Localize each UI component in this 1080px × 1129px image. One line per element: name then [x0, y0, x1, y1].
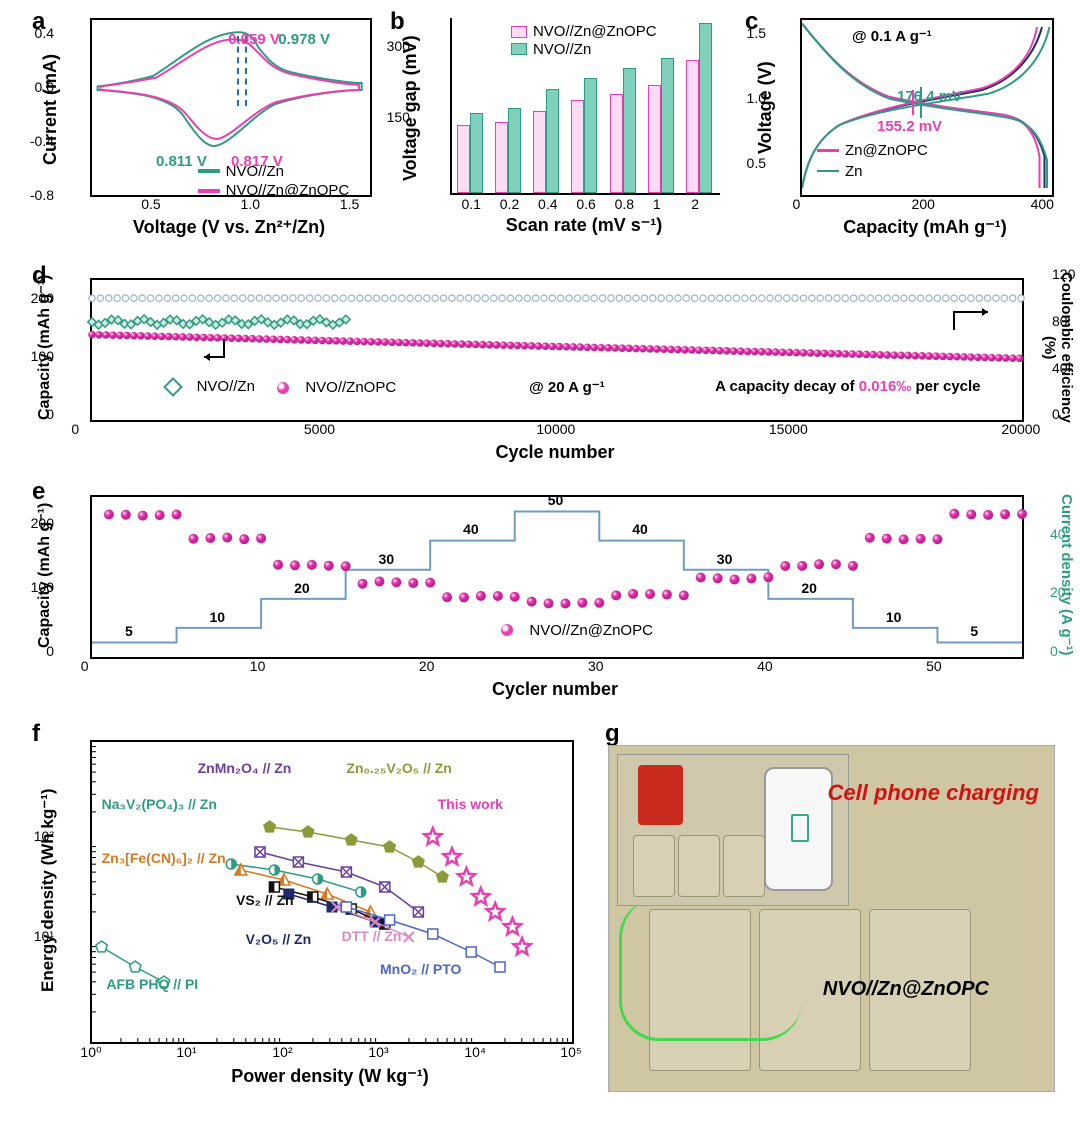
condition-c: @ 0.1 A g⁻¹	[852, 27, 932, 45]
plot-b: NVO//Zn@ZnOPC NVO//Zn	[450, 18, 720, 195]
legend-label: NVO//Zn@ZnOPC	[529, 622, 653, 639]
panel-a: 0.959 V0.978 V0.811 V0.817 V NVO//Zn NVO…	[90, 18, 368, 218]
legend-label: NVO//Zn	[226, 163, 284, 180]
legend-b-zn: NVO//Zn	[511, 41, 591, 58]
ylabel-a: Current (mA)	[40, 40, 61, 180]
panel-b: NVO//Zn@ZnOPC NVO//Zn Voltage gap (mV) S…	[450, 18, 718, 218]
legend-label: NVO//Zn@ZnOPC	[533, 23, 657, 40]
legend-a-znopc: NVO//Zn@ZnOPC	[198, 182, 350, 199]
legend-label: Zn@ZnOPC	[845, 142, 928, 159]
plot-e: NVO//Zn@ZnOPC 51020304050403020105	[90, 495, 1024, 659]
xlabel-b: Scan rate (mV s⁻¹)	[450, 215, 718, 236]
xlabel-a: Voltage (V vs. Zn²⁺/Zn)	[90, 217, 368, 238]
panel-letter-f: f	[32, 720, 40, 748]
xlabel-c: Capacity (mAh g⁻¹)	[800, 217, 1050, 238]
legend-c-znopc: Zn@ZnOPC	[817, 142, 928, 159]
condition-d: @ 20 A g⁻¹	[529, 378, 605, 396]
panel-e: NVO//Zn@ZnOPC 51020304050403020105 Capac…	[90, 495, 1020, 685]
legend-e: NVO//Zn@ZnOPC	[501, 622, 653, 639]
legend-a-zn: NVO//Zn	[198, 163, 284, 180]
legend-d-znopc: NVO//ZnOPC	[277, 379, 396, 396]
legend-c-zn: Zn	[817, 163, 863, 180]
caption-red: Cell phone charging	[828, 781, 1039, 805]
ylabel-e-right: Current density (A g⁻¹)	[1057, 485, 1075, 665]
decay-suffix: per cycle	[911, 378, 980, 395]
xlabel-f: Power density (W kg⁻¹)	[90, 1066, 570, 1087]
ylabel-c: Voltage (V)	[755, 48, 776, 168]
plot-f: ZnMn₂O₄ // ZnZn₀.₂₅V₂O₅ // ZnNa₃V₂(PO₄)₃…	[90, 740, 574, 1044]
legend-d-zn: NVO//Zn	[166, 378, 255, 395]
panel-c: @ 0.1 A g⁻¹ 176.4 mV155.2 mV Zn@ZnOPC Zn…	[800, 18, 1050, 218]
panel-d: NVO//Zn NVO//ZnOPC @ 20 A g⁻¹ A capacity…	[90, 278, 1020, 448]
legend-label: NVO//Zn	[533, 41, 591, 58]
legend-label: NVO//ZnOPC	[305, 379, 396, 396]
xlabel-d: Cycle number	[90, 442, 1020, 463]
ylabel-f: Energy density (Wh kg⁻¹)	[38, 770, 58, 1010]
legend-b-znopc: NVO//Zn@ZnOPC	[511, 23, 657, 40]
plot-a: 0.959 V0.978 V0.811 V0.817 V NVO//Zn NVO…	[90, 18, 372, 197]
decay-value: 0.016‰	[859, 378, 912, 395]
panel-g-photo: Cell phone charging NVO//Zn@ZnOPC	[608, 745, 1055, 1092]
xlabel-e: Cycler number	[90, 679, 1020, 700]
legend-label: NVO//Zn	[197, 378, 255, 395]
legend-label: Zn	[845, 163, 863, 180]
plot-d: NVO//Zn NVO//ZnOPC @ 20 A g⁻¹ A capacity…	[90, 278, 1024, 422]
caption-black: NVO//Zn@ZnOPC	[823, 978, 989, 1001]
decay-text: A capacity decay of 0.016‰ per cycle	[715, 378, 980, 395]
plot-c: @ 0.1 A g⁻¹ 176.4 mV155.2 mV Zn@ZnOPC Zn	[800, 18, 1054, 197]
panel-f: ZnMn₂O₄ // ZnZn₀.₂₅V₂O₅ // ZnNa₃V₂(PO₄)₃…	[90, 740, 570, 1085]
panel-letter-g: g	[605, 720, 620, 748]
decay-prefix: A capacity decay of	[715, 378, 859, 395]
